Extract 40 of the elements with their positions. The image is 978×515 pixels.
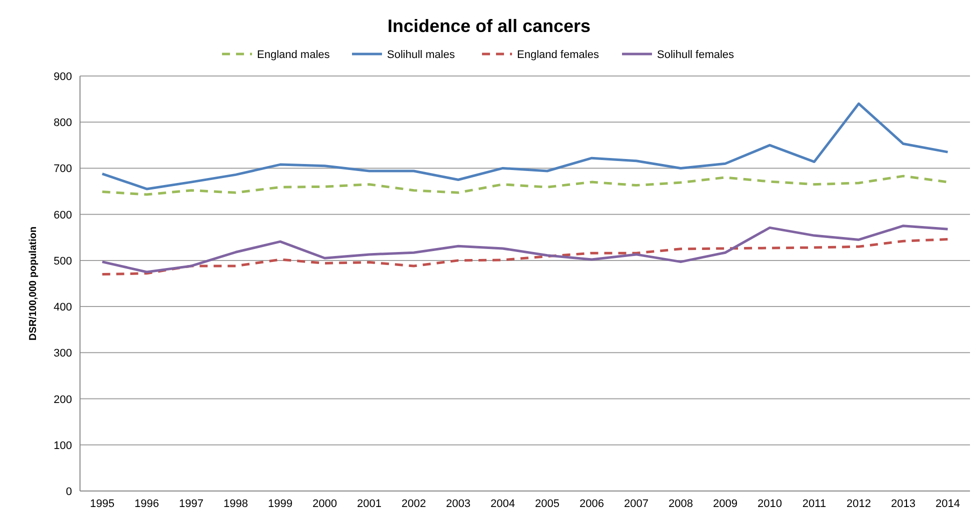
x-tick-label: 1998: [224, 498, 248, 510]
line-series: [101, 224, 949, 274]
x-tick-label: 2009: [713, 498, 738, 510]
legend-label: Solihull females: [657, 49, 735, 61]
x-tick-label: 2005: [535, 498, 560, 510]
y-tick-label: 900: [54, 71, 72, 83]
y-tick-label: 800: [54, 117, 72, 130]
line-series: [101, 174, 949, 196]
legend-label: Solihull males: [387, 49, 456, 61]
x-tick-label: 2007: [624, 498, 648, 510]
x-tick-label: 2006: [580, 498, 604, 510]
x-tick-label: 1996: [134, 498, 159, 510]
x-tick-label: 2013: [891, 498, 916, 510]
x-tick-label: 2008: [668, 498, 693, 510]
y-tick-label: 500: [54, 255, 72, 268]
y-tick-label: 400: [54, 302, 72, 314]
x-tick-label: 2003: [446, 498, 470, 510]
x-tick-label: 2002: [402, 498, 426, 510]
chart-title: Incidence of all cancers: [387, 16, 591, 36]
y-tick-label: 600: [54, 209, 72, 222]
x-tick-label: 2012: [846, 498, 871, 510]
x-tick-label: 2004: [490, 498, 515, 510]
x-tick-label: 1995: [90, 498, 114, 510]
y-tick-label: 700: [54, 163, 72, 176]
x-tick-label: 2010: [758, 498, 782, 510]
legend-label: England females: [517, 49, 600, 61]
x-tick-label: 2014: [936, 498, 960, 510]
line-series: [101, 102, 949, 190]
x-tick-label: 2000: [312, 498, 337, 510]
y-tick-label: 0: [66, 486, 72, 498]
x-tick-label: 2011: [802, 498, 826, 510]
y-tick-label: 100: [54, 440, 72, 452]
y-tick-label: 300: [54, 348, 72, 360]
line-series: [101, 238, 949, 276]
x-tick-label: 1999: [268, 498, 292, 510]
y-tick-label: 200: [54, 394, 72, 406]
legend-label: England males: [257, 49, 330, 61]
x-tick-label: 1997: [179, 498, 204, 510]
y-axis-title: DSR/100,000 population: [28, 226, 39, 340]
x-tick-label: 2001: [357, 498, 382, 510]
